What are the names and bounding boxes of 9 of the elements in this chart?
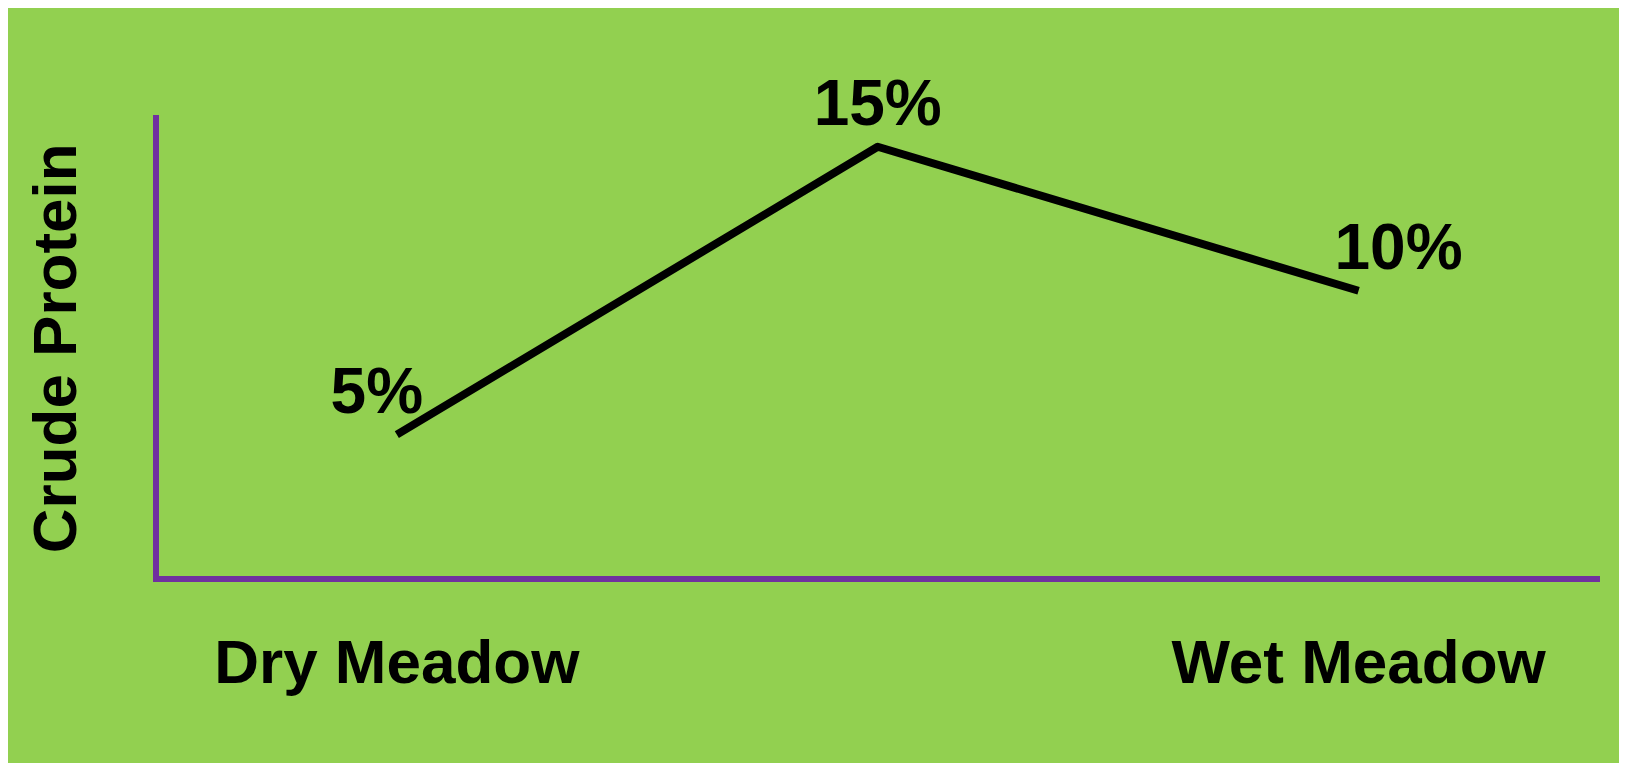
data-label: 5 [330, 354, 367, 427]
text: % [1405, 210, 1463, 283]
y-axis-title: Crude Protein [20, 143, 90, 554]
text: % [884, 66, 942, 139]
text: % [366, 354, 424, 427]
x-tick-label: Dry Meadow [214, 626, 581, 696]
data-label: 10 [1334, 210, 1406, 283]
x-tick-label: Wet Meadow [1171, 626, 1547, 696]
data-label: 15 [813, 66, 885, 139]
